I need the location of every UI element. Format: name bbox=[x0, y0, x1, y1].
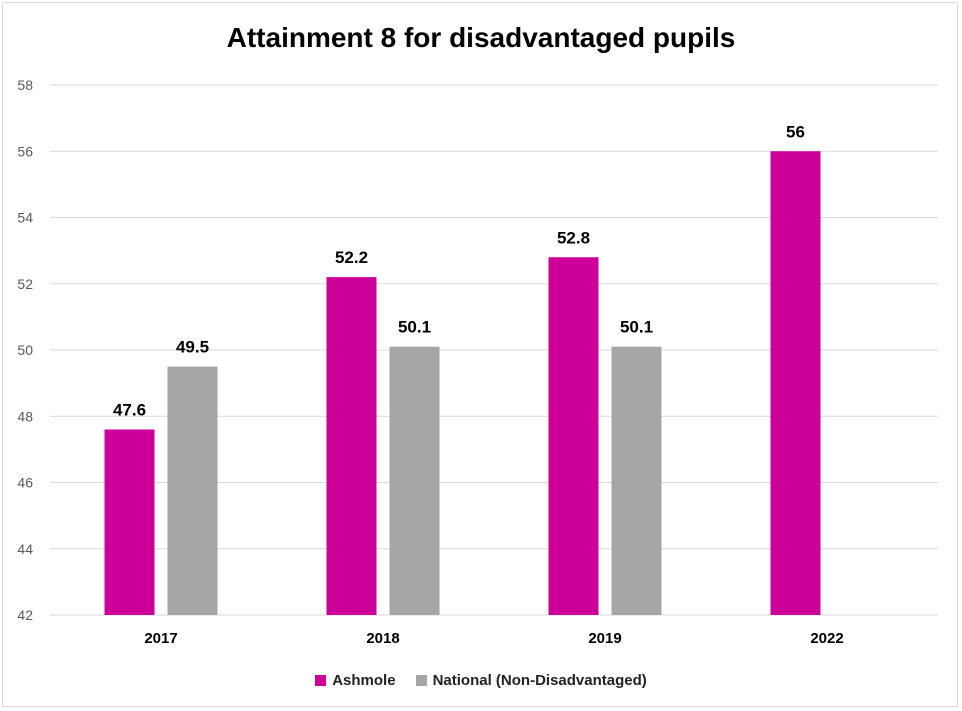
data-label-national-2017: 49.5 bbox=[176, 338, 209, 357]
y-tick-label-44: 44 bbox=[17, 541, 33, 557]
data-label-ashmole-2022: 56 bbox=[786, 122, 805, 141]
x-tick-label-2019: 2019 bbox=[588, 630, 621, 647]
y-tick-label-48: 48 bbox=[17, 408, 33, 424]
data-label-ashmole-2017: 47.6 bbox=[113, 401, 146, 420]
y-tick-label-56: 56 bbox=[17, 143, 33, 159]
legend-label-national: National (Non-Disadvantaged) bbox=[432, 672, 647, 689]
data-label-national-2018: 50.1 bbox=[398, 318, 431, 337]
legend-swatch-national bbox=[415, 675, 427, 686]
legend-label-ashmole: Ashmole bbox=[332, 672, 396, 689]
legend-item-ashmole: Ashmole bbox=[315, 672, 396, 689]
y-tick-label-42: 42 bbox=[17, 607, 33, 623]
bar-ashmole-2019 bbox=[548, 257, 599, 615]
bar-ashmole-2017 bbox=[104, 429, 155, 615]
x-tick-label-2017: 2017 bbox=[144, 630, 177, 647]
data-label-national-2019: 50.1 bbox=[620, 318, 653, 337]
bar-national-2017 bbox=[167, 366, 218, 615]
y-tick-label-54: 54 bbox=[17, 210, 33, 226]
x-tick-label-2018: 2018 bbox=[366, 630, 399, 647]
y-tick-label-58: 58 bbox=[17, 77, 33, 93]
bar-national-2019 bbox=[611, 346, 662, 615]
data-label-ashmole-2019: 52.8 bbox=[557, 228, 590, 247]
y-tick-label-52: 52 bbox=[17, 276, 33, 292]
bar-ashmole-2022 bbox=[770, 151, 821, 615]
legend-swatch-ashmole bbox=[315, 675, 327, 686]
chart-title: Attainment 8 for disadvantaged pupils bbox=[226, 22, 736, 53]
legend: Ashmole National (Non-Disadvantaged) bbox=[0, 672, 962, 689]
y-tick-label-50: 50 bbox=[17, 342, 33, 358]
bar-ashmole-2018 bbox=[326, 277, 377, 615]
x-tick-label-2022: 2022 bbox=[810, 630, 843, 647]
data-label-ashmole-2018: 52.2 bbox=[335, 248, 368, 267]
legend-item-national: National (Non-Disadvantaged) bbox=[415, 672, 647, 689]
bar-national-2018 bbox=[389, 346, 440, 615]
y-tick-label-46: 46 bbox=[17, 475, 33, 491]
